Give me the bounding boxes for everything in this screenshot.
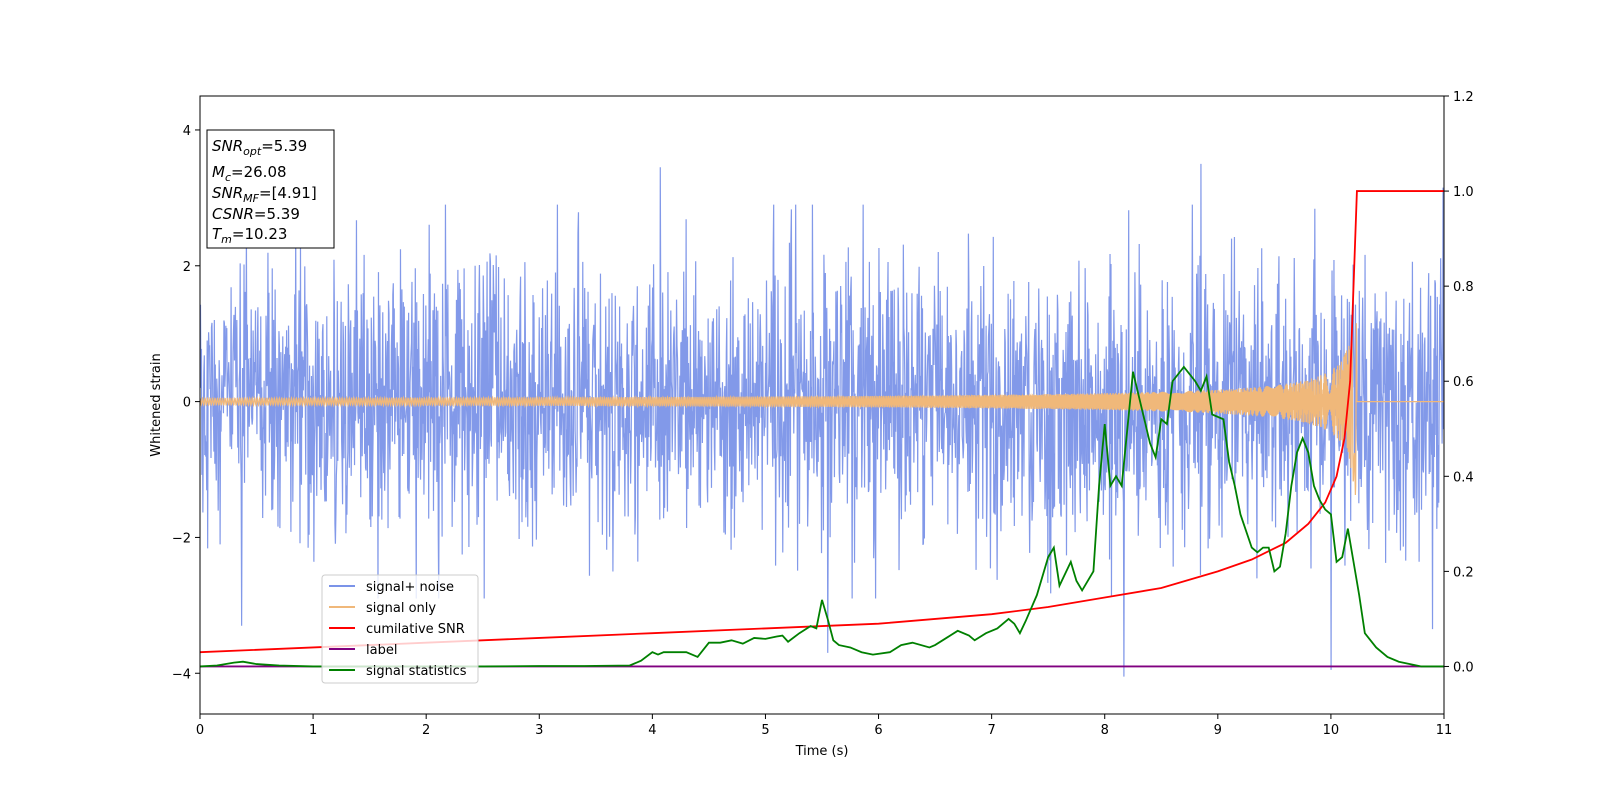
legend-entry-cumulative-snr: cumilative SNR	[329, 622, 465, 637]
x-axis-ticks: 0 1 2 3 4 5 6 7 8 9 10 11	[196, 714, 1452, 738]
signal-statistics-series	[200, 365, 1444, 668]
x-axis-label: Time (s)	[795, 744, 849, 759]
svg-text:cumilative SNR: cumilative SNR	[366, 622, 465, 637]
x-tick-label: 7	[987, 723, 995, 738]
left-y-tick-label: 4	[183, 124, 191, 139]
signal-only-series	[200, 323, 1444, 496]
svg-text:signal statistics: signal statistics	[366, 664, 467, 679]
left-axis-ticks: −4 −2 0 2 4	[172, 124, 200, 682]
x-tick-label: 8	[1101, 723, 1109, 738]
right-y-tick-label: 1.2	[1453, 90, 1474, 105]
info-snr-opt: SNRopt=5.39	[212, 137, 307, 158]
right-y-tick-label: 0.2	[1453, 565, 1474, 580]
info-tm: Tm=10.23	[212, 225, 287, 246]
signal-noise-line	[200, 163, 1444, 677]
y-axis-label: Whitened strain	[149, 353, 164, 456]
x-tick-label: 4	[648, 723, 656, 738]
left-y-tick-label: −4	[172, 667, 191, 682]
info-box: SNRopt=5.39 Mc=26.08 SNRMF=[4.91] CSNR=5…	[206, 129, 335, 249]
legend: signal+ noise signal only cumilative SNR…	[321, 574, 479, 684]
signal-statistics-line	[200, 365, 1444, 668]
left-y-tick-label: −2	[172, 531, 191, 546]
info-csnr: CSNR=5.39	[212, 205, 300, 223]
plot-frame	[199, 95, 1445, 715]
right-y-tick-label: 0.6	[1453, 375, 1474, 390]
left-y-tick-label: 2	[183, 260, 191, 275]
cumulative-snr-line	[200, 190, 1444, 654]
x-tick-label: 11	[1436, 723, 1453, 738]
legend-entry-label: label	[329, 643, 397, 658]
right-y-tick-label: 0.8	[1453, 280, 1474, 295]
x-tick-label: 0	[196, 723, 204, 738]
info-snr-mf: SNRMF=[4.91]	[212, 184, 317, 205]
legend-entry-signal-noise: signal+ noise	[329, 580, 454, 595]
x-tick-label: 2	[422, 723, 430, 738]
signal-only-line	[200, 323, 1444, 496]
x-tick-label: 5	[761, 723, 769, 738]
info-mc: Mc=26.08	[212, 163, 287, 184]
right-y-tick-label: 1.0	[1453, 185, 1474, 200]
signal-noise-series	[200, 163, 1444, 677]
left-y-tick-label: 0	[183, 396, 191, 411]
svg-text:label: label	[366, 643, 397, 658]
svg-text:signal+ noise: signal+ noise	[366, 580, 454, 595]
right-axis-ticks: 0.0 0.2 0.4 0.6 0.8 1.0 1.2	[1444, 90, 1474, 675]
legend-entry-signal-statistics: signal statistics	[329, 664, 467, 679]
cumulative-snr-series	[200, 190, 1444, 654]
x-tick-label: 6	[874, 723, 882, 738]
svg-text:signal only: signal only	[366, 601, 436, 616]
x-tick-label: 1	[309, 723, 317, 738]
x-tick-label: 10	[1323, 723, 1340, 738]
x-tick-label: 3	[535, 723, 543, 738]
legend-entry-signal-only: signal only	[329, 601, 436, 616]
right-y-tick-label: 0.0	[1453, 660, 1474, 675]
right-y-tick-label: 0.4	[1453, 470, 1474, 485]
x-tick-label: 9	[1214, 723, 1222, 738]
